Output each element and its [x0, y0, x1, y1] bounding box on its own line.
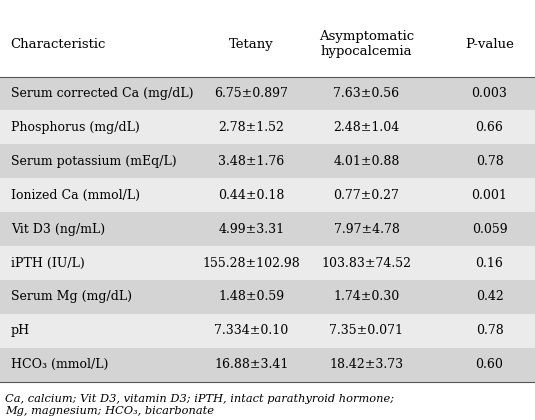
Text: 103.83±74.52: 103.83±74.52 [322, 257, 411, 270]
Bar [0, 246, 535, 280]
Text: 0.001: 0.001 [471, 189, 508, 202]
Text: 0.60: 0.60 [476, 358, 503, 371]
Text: HCO₃ (mmol/L): HCO₃ (mmol/L) [11, 358, 108, 371]
Text: 4.01±0.88: 4.01±0.88 [333, 155, 400, 168]
Text: 6.75±0.897: 6.75±0.897 [215, 87, 288, 100]
Text: Serum potassium (mEq/L): Serum potassium (mEq/L) [11, 155, 177, 168]
Bar [0, 110, 535, 144]
Bar [0, 76, 535, 110]
Text: Tetany: Tetany [229, 38, 274, 51]
Text: 7.35±0.071: 7.35±0.071 [330, 324, 403, 337]
Text: 0.78: 0.78 [476, 155, 503, 168]
Text: 0.78: 0.78 [476, 324, 503, 337]
Bar [0, 280, 535, 314]
Text: 0.16: 0.16 [476, 257, 503, 270]
Text: Characteristic: Characteristic [11, 38, 106, 51]
Bar [0, 178, 535, 212]
Text: 2.48±1.04: 2.48±1.04 [333, 121, 400, 134]
Text: Asymptomatic
hypocalcemia: Asymptomatic hypocalcemia [319, 31, 414, 58]
Text: Serum corrected Ca (mg/dL): Serum corrected Ca (mg/dL) [11, 87, 193, 100]
Text: 155.28±102.98: 155.28±102.98 [203, 257, 300, 270]
Text: 4.99±3.31: 4.99±3.31 [218, 223, 285, 236]
Text: Vit D3 (ng/mL): Vit D3 (ng/mL) [11, 223, 105, 236]
Text: Phosphorus (mg/dL): Phosphorus (mg/dL) [11, 121, 140, 134]
Bar [0, 314, 535, 348]
Text: 0.44±0.18: 0.44±0.18 [218, 189, 285, 202]
Text: 1.48±0.59: 1.48±0.59 [218, 291, 285, 304]
Bar [0, 144, 535, 178]
Text: 7.334±0.10: 7.334±0.10 [215, 324, 288, 337]
Text: 0.42: 0.42 [476, 291, 503, 304]
Text: 16.88±3.41: 16.88±3.41 [214, 358, 289, 371]
Text: iPTH (IU/L): iPTH (IU/L) [11, 257, 85, 270]
Text: pH: pH [11, 324, 30, 337]
Bar [0, 348, 535, 382]
Text: 0.003: 0.003 [471, 87, 508, 100]
Text: 0.66: 0.66 [476, 121, 503, 134]
Text: 1.74±0.30: 1.74±0.30 [333, 291, 400, 304]
Bar [0, 212, 535, 246]
Text: 2.78±1.52: 2.78±1.52 [218, 121, 285, 134]
Text: Ionized Ca (mmol/L): Ionized Ca (mmol/L) [11, 189, 140, 202]
Text: 3.48±1.76: 3.48±1.76 [218, 155, 285, 168]
Text: Ca, calcium; Vit D3, vitamin D3; iPTH, intact parathyroid hormone;
Mg, magnesium: Ca, calcium; Vit D3, vitamin D3; iPTH, i… [5, 394, 394, 416]
Text: 7.63±0.56: 7.63±0.56 [333, 87, 400, 100]
Text: 0.059: 0.059 [472, 223, 507, 236]
Text: P-value: P-value [465, 38, 514, 51]
Text: 0.77±0.27: 0.77±0.27 [333, 189, 400, 202]
Text: Serum Mg (mg/dL): Serum Mg (mg/dL) [11, 291, 132, 304]
Text: 7.97±4.78: 7.97±4.78 [333, 223, 400, 236]
Text: 18.42±3.73: 18.42±3.73 [330, 358, 403, 371]
